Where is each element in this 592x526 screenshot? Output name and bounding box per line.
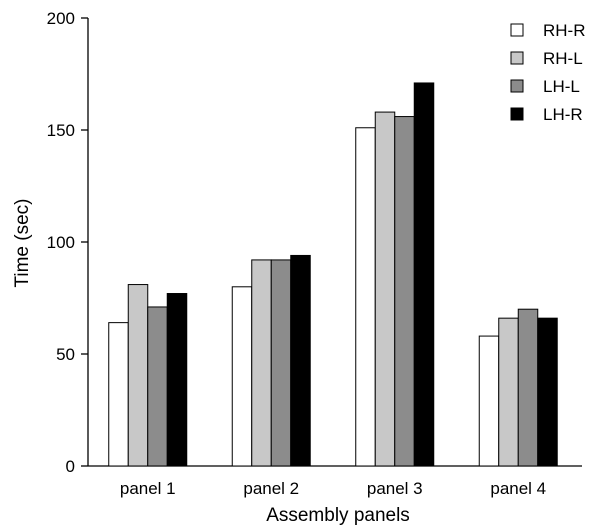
legend-label-rh-l: RH-L xyxy=(543,49,583,68)
bar-rh-l-panel-1 xyxy=(127,284,149,467)
legend-label-lh-l: LH-L xyxy=(543,77,580,96)
y-axis-title: Time (sec) xyxy=(12,198,33,287)
bar-rh-l-panel-3 xyxy=(374,111,396,467)
legend-label-rh-r: RH-R xyxy=(543,21,586,40)
bar-lh-l-panel-1 xyxy=(147,306,168,467)
bar-rh-r-panel-2 xyxy=(231,286,253,467)
bar-rh-r-panel-4 xyxy=(478,335,500,467)
x-tick-label: panel 2 xyxy=(243,479,299,498)
legend-swatch-rh-l xyxy=(510,51,524,65)
legend: RH-R RH-L LH-L LH-R xyxy=(510,21,586,124)
y-tick-label: 150 xyxy=(47,121,75,140)
x-ticks: panel 1 panel 2 panel 3 panel 4 xyxy=(120,479,546,498)
legend-swatch-lh-r xyxy=(510,107,524,121)
bar-lh-l-panel-4 xyxy=(517,308,539,467)
y-tick-label: 50 xyxy=(56,345,75,364)
bar-rh-r-panel-3 xyxy=(355,127,376,467)
bar-lh-r-panel-3 xyxy=(413,82,435,467)
legend-swatch-rh-r xyxy=(510,23,524,37)
bar-rh-r-panel-1 xyxy=(108,322,129,467)
bar-rh-l-panel-4 xyxy=(498,317,519,467)
x-axis-title: Assembly panels xyxy=(266,505,410,526)
bar-rh-l-panel-2 xyxy=(251,259,272,467)
legend-swatch-lh-l xyxy=(510,79,524,93)
y-ticks: 0 50 100 150 200 xyxy=(47,9,88,476)
bar-lh-l-panel-2 xyxy=(270,259,292,467)
y-tick-label: 200 xyxy=(47,9,75,28)
legend-label-lh-r: LH-R xyxy=(543,105,583,124)
y-tick-label: 0 xyxy=(66,457,75,476)
bar-lh-r-panel-4 xyxy=(537,317,558,467)
x-tick-label: panel 1 xyxy=(120,479,176,498)
bars xyxy=(108,82,558,467)
bar-lh-r-panel-1 xyxy=(166,293,188,467)
x-tick-label: panel 4 xyxy=(490,479,546,498)
x-tick-label: panel 3 xyxy=(367,479,423,498)
bar-lh-r-panel-2 xyxy=(290,254,311,467)
y-tick-label: 100 xyxy=(47,233,75,252)
bar-lh-l-panel-3 xyxy=(394,116,415,467)
